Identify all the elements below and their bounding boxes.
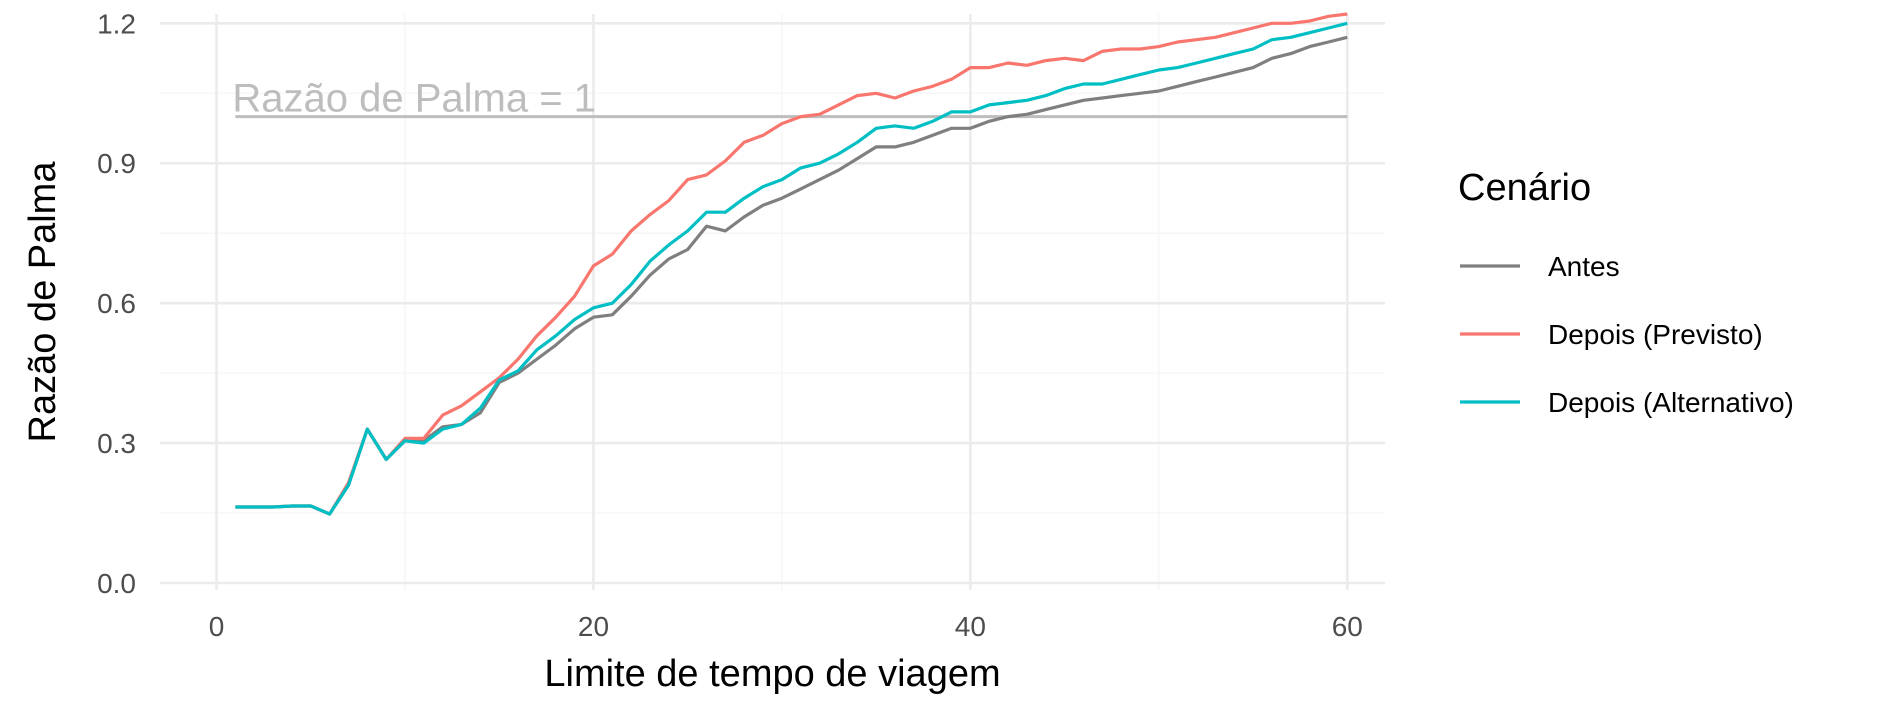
y-tick-label: 1.2 — [97, 8, 136, 39]
reference-line-group: Razão de Palma = 1 — [232, 77, 1348, 121]
x-tick-label: 60 — [1332, 611, 1363, 642]
series-line-0 — [235, 35, 1348, 516]
y-axis-title: Razão de Palma — [22, 161, 64, 443]
legend-label-0: Antes — [1548, 251, 1620, 282]
x-tick-label: 20 — [578, 611, 609, 642]
y-tick-label: 0.3 — [97, 428, 136, 459]
legend-title: Cenário — [1458, 167, 1591, 209]
reference-line-label: Razão de Palma = 1 — [232, 77, 596, 121]
grid — [160, 14, 1385, 590]
legend: Cenário Antes Depois (Previsto) Depois (Al… — [1458, 167, 1794, 418]
series-line-2 — [235, 21, 1348, 516]
y-tick-label: 0.6 — [97, 288, 136, 319]
series-layer — [235, 12, 1348, 516]
y-tick-label: 0.9 — [97, 148, 136, 179]
legend-label-2: Depois (Alternativo) — [1548, 387, 1794, 418]
x-axis-title: Limite de tempo de viagem — [544, 653, 1000, 695]
x-axis-ticks: 0 20 40 60 — [209, 611, 1363, 642]
series-line-1 — [235, 12, 1348, 516]
legend-items: Antes Depois (Previsto) Depois (Alternativ… — [1460, 251, 1794, 418]
y-tick-label: 0.0 — [97, 568, 136, 599]
x-tick-label: 0 — [209, 611, 225, 642]
y-axis-ticks: 0.0 0.3 0.6 0.9 1.2 — [97, 8, 136, 599]
legend-label-1: Depois (Previsto) — [1548, 319, 1763, 350]
x-tick-label: 40 — [955, 611, 986, 642]
